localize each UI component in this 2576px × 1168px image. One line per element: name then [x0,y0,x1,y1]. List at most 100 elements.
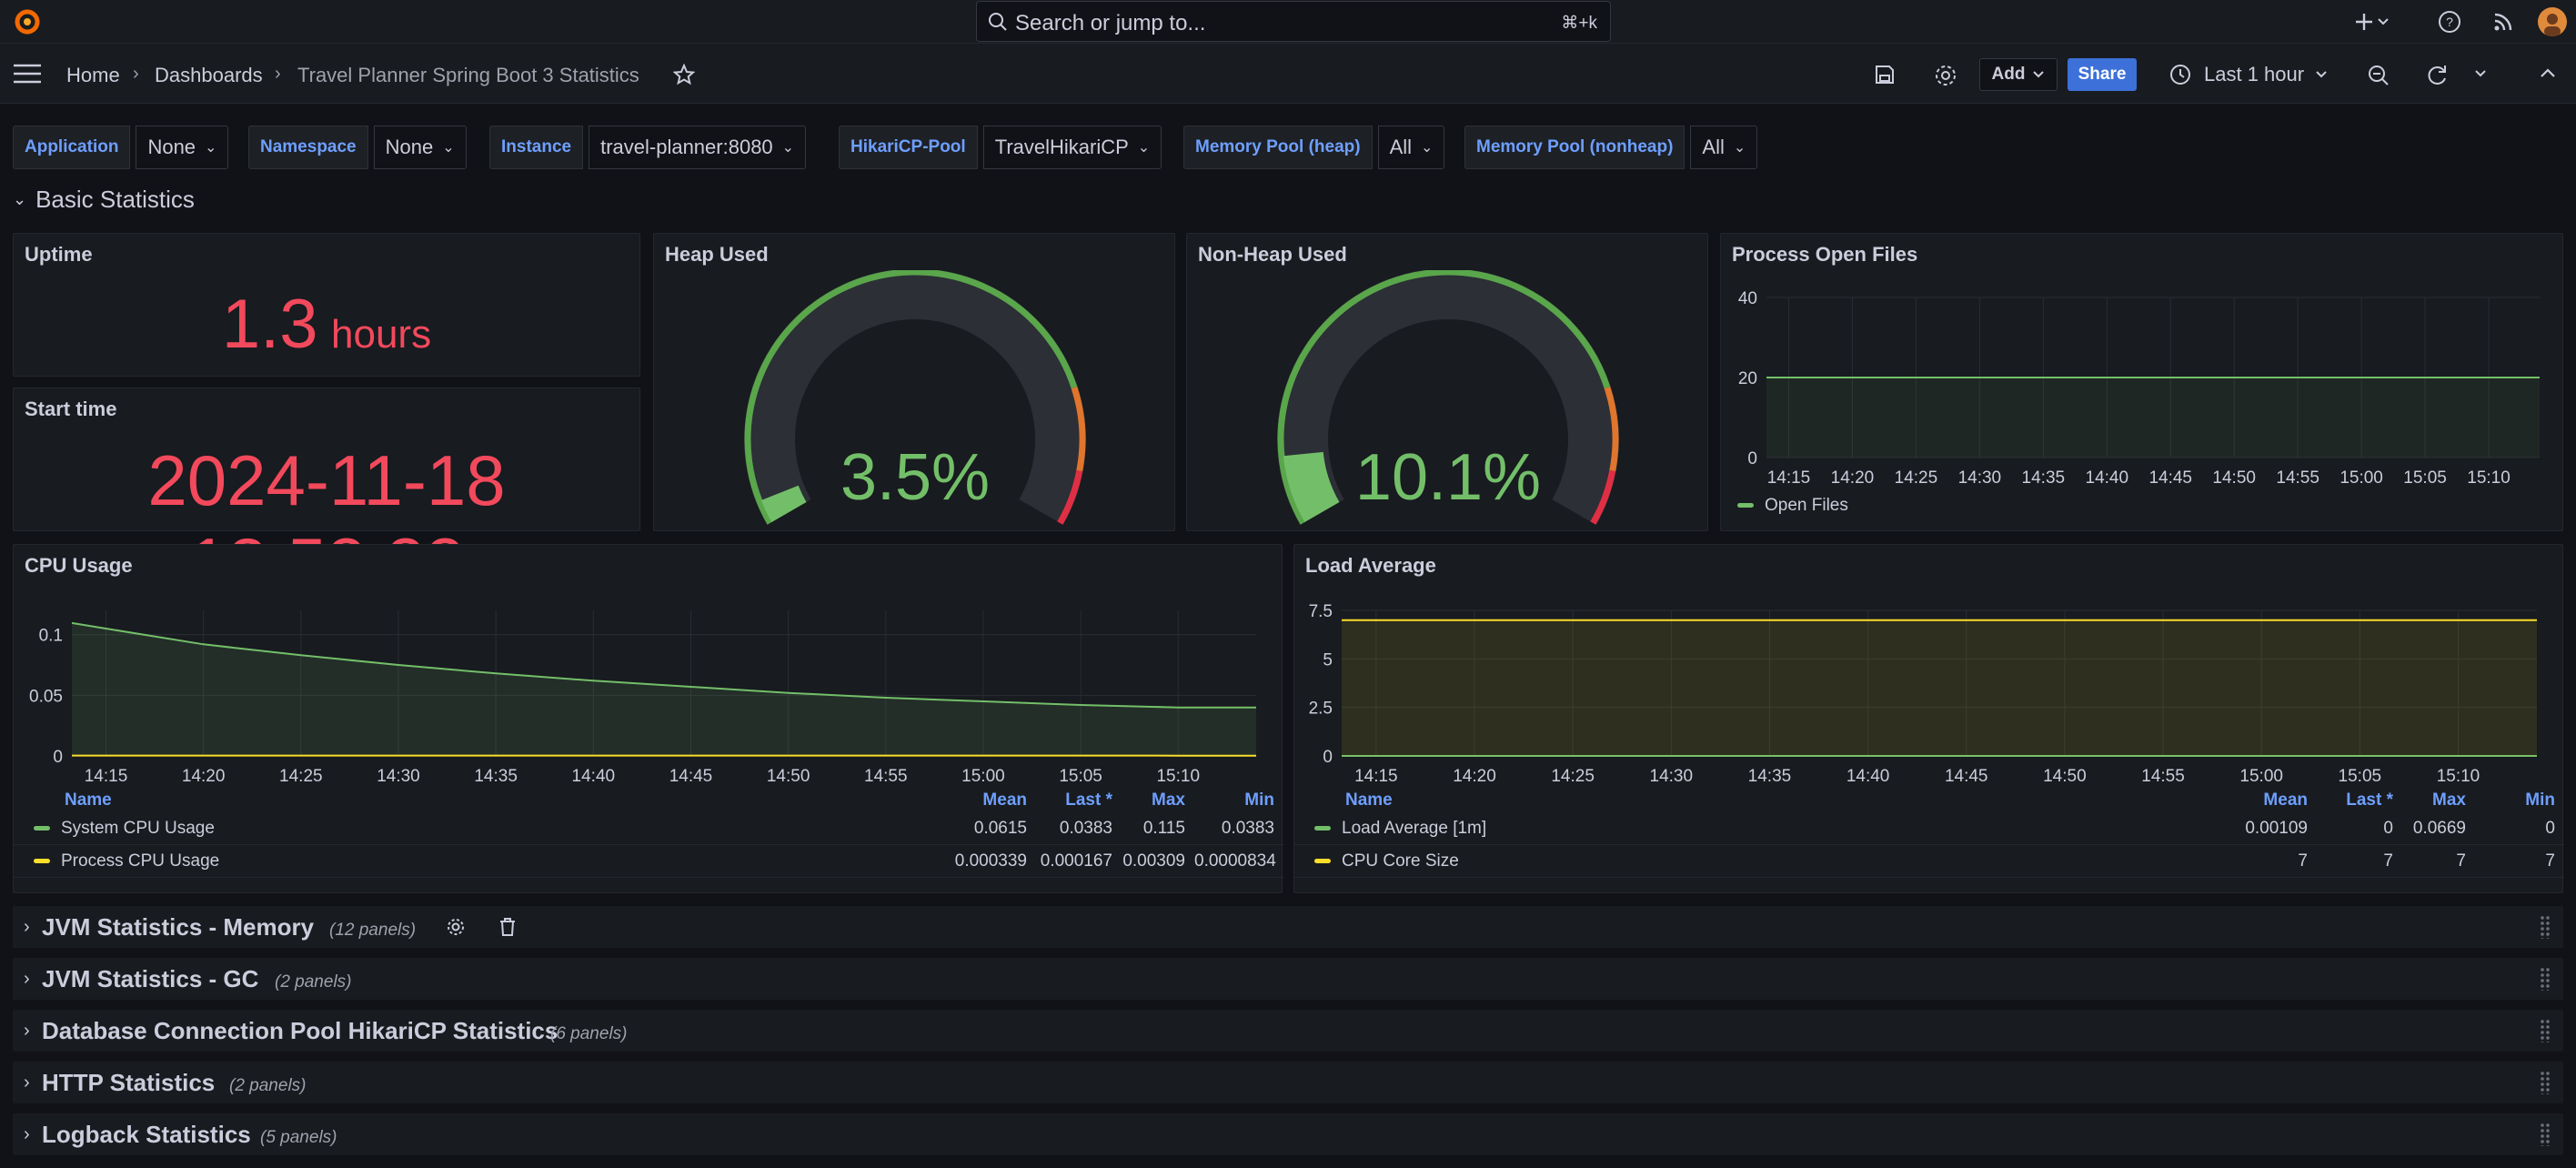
chevron-down-icon: ⌄ [781,140,795,156]
y-tick-label: 0 [53,748,63,767]
gauge-track [1277,270,1619,525]
breadcrumb-dashboard-title: Travel Planner Spring Boot 3 Statistics [297,64,639,86]
variable-namespace[interactable]: Namespace None ⌄ [248,126,467,169]
variable-memory-pool-heap[interactable]: Memory Pool (heap) All ⌄ [1183,126,1445,169]
row-http[interactable]: › HTTP Statistics (2 panels) [13,1062,2563,1103]
panel-title: Uptime [25,243,93,266]
legend-series-name: Load Average [1m] [1342,818,1487,838]
legend-row[interactable]: Load Average [1m] 0.00109 0 0.0669 0 [1294,812,2564,845]
x-tick-label: 15:00 [2239,767,2283,786]
variable-select[interactable]: TravelHikariCP ⌄ [982,126,1162,169]
star-favorite-icon[interactable] [673,64,695,86]
search-input[interactable]: Search or jump to... ⌘+k [976,1,1611,42]
row-drag-handle-icon[interactable] [2540,915,2551,939]
heap-value: 3.5% [840,441,990,514]
chevron-down-icon: ⌄ [205,140,217,156]
variable-select[interactable]: All ⌄ [1690,126,1758,169]
variable-application[interactable]: Application None ⌄ [13,126,229,169]
row-drag-handle-icon[interactable] [2540,1071,2551,1094]
panel-process-open-files[interactable]: Process Open Files 14:15 14:20 14:25 14:30 1… [1720,233,2563,531]
refresh-icon[interactable] [2425,64,2449,87]
row-drag-handle-icon[interactable] [2540,1019,2551,1042]
zoom-out-icon[interactable] [2367,64,2390,87]
panel-load-average[interactable]: Load Average 14:15 14:20 14:25 14:30 14:35 14… [1293,544,2564,893]
legend-value-min: 0.0383 [1221,818,1274,838]
legend-row[interactable]: CPU Core Size 7 7 7 7 [1294,845,2564,878]
variable-select[interactable]: None ⌄ [136,126,229,169]
new-plus-icon[interactable] [2350,7,2396,36]
help-icon[interactable]: ? [2435,7,2464,36]
variable-select[interactable]: All ⌄ [1377,126,1445,169]
save-dashboard-icon[interactable] [1874,64,1896,86]
row-panel-count: (12 panels) [329,921,417,940]
legend-item[interactable]: Open Files [1737,496,1848,516]
variable-instance[interactable]: Instance travel-planner:8080 ⌄ [489,126,807,169]
variable-value: None [385,136,434,158]
x-tick-label: 14:20 [1453,767,1496,786]
panel-title: Non-Heap Used [1198,243,1347,266]
panel-heap-used[interactable]: Heap Used 3.5% [653,233,1175,531]
variable-label: Application [13,126,131,169]
top-bar: Search or jump to... ⌘+k ? [0,0,2576,44]
row-drag-handle-icon[interactable] [2540,967,2551,991]
menu-hamburger-icon[interactable] [13,64,42,84]
row-jvm-memory[interactable]: › JVM Statistics - Memory (12 panels) [13,906,2563,948]
legend-label: Open Files [1765,496,1848,515]
chevron-down-icon [2316,71,2327,78]
row-panel-count: (5 panels) [260,1128,337,1147]
panel-start-time[interactable]: Start time 2024-11-18 13:52:22 [13,388,640,603]
breadcrumb-home[interactable]: Home [66,64,120,86]
x-tick-label: 14:45 [669,767,713,786]
row-settings-gear-icon[interactable] [446,917,466,937]
legend-header-max: Max [2432,790,2466,810]
row-drag-handle-icon[interactable] [2540,1123,2551,1146]
x-tick-label: 14:35 [1748,767,1792,786]
x-tick-label: 14:55 [2276,468,2319,488]
breadcrumb-dashboards[interactable]: Dashboards [155,64,263,86]
share-button[interactable]: Share [2068,58,2137,91]
collapse-chevron-up-icon[interactable] [2540,67,2556,78]
chevron-right-icon: › [24,1124,30,1144]
chevron-right-icon: › [24,917,30,937]
open-files-chart: 14:15 14:20 14:25 14:30 14:35 14:40 14:45 14:50… [1738,289,2540,488]
nonheap-value: 10.1% [1355,441,1541,514]
legend-row[interactable]: System CPU Usage 0.0615 0.0383 0.115 0.0383 [14,812,1283,845]
grafana-logo-icon[interactable] [13,7,42,36]
panel-title: Process Open Files [1732,243,1918,266]
row-jvm-gc[interactable]: › JVM Statistics - GC (2 panels) [13,958,2563,1000]
x-tick-label: 14:55 [864,767,908,786]
panel-cpu-usage[interactable]: CPU Usage 14:15 14:20 14:25 14:30 14:35 14:40… [13,544,1283,893]
time-range-picker[interactable]: Last 1 hour [2169,58,2339,91]
refresh-interval-chevron-down-icon[interactable] [2474,69,2487,78]
uptime-unit: hours [331,312,432,357]
x-tick-label: 14:25 [1895,468,1938,488]
variable-value: None [147,136,196,158]
panel-uptime[interactable]: Uptime 1.3 hours [13,233,640,377]
dashboard-settings-gear-icon[interactable] [1934,64,1957,87]
panel-non-heap-used[interactable]: Non-Heap Used 10.1% [1186,233,1708,531]
row-logback[interactable]: › Logback Statistics (5 panels) [13,1113,2563,1155]
row-hikaricp[interactable]: › Database Connection Pool HikariCP Stat… [13,1010,2563,1052]
user-avatar[interactable] [2538,7,2567,36]
variable-select[interactable]: None ⌄ [373,126,467,169]
variable-select[interactable]: travel-planner:8080 ⌄ [589,126,807,169]
legend-value-mean: 7 [2298,851,2308,871]
legend-value-max: 0.0669 [2412,818,2466,838]
variable-label: HikariCP-Pool [839,126,978,169]
x-tick-label: 14:15 [85,767,128,786]
x-tick-label: 14:30 [1958,468,2002,488]
variable-hikaricp-pool[interactable]: HikariCP-Pool TravelHikariCP ⌄ [839,126,1162,169]
x-tick-label: 15:10 [2437,767,2480,786]
gauge-graphic [744,270,1086,525]
row-delete-trash-icon[interactable] [498,917,517,937]
news-rss-icon[interactable] [2489,7,2518,36]
row-basic-statistics[interactable]: ⌄ Basic Statistics [13,186,195,214]
legend-value-mean: 0.0615 [973,818,1027,838]
variable-label: Memory Pool (nonheap) [1464,126,1685,169]
legend-row[interactable]: Process CPU Usage 0.000339 0.000167 0.00309… [14,845,1283,878]
add-button[interactable]: Add [1979,58,2058,91]
legend-header-row: Name Mean Last * Max Min [1294,789,2564,812]
variable-memory-pool-nonheap[interactable]: Memory Pool (nonheap) All ⌄ [1464,126,1758,169]
share-button-label: Share [2078,65,2127,84]
x-tick-label: 14:40 [572,767,616,786]
